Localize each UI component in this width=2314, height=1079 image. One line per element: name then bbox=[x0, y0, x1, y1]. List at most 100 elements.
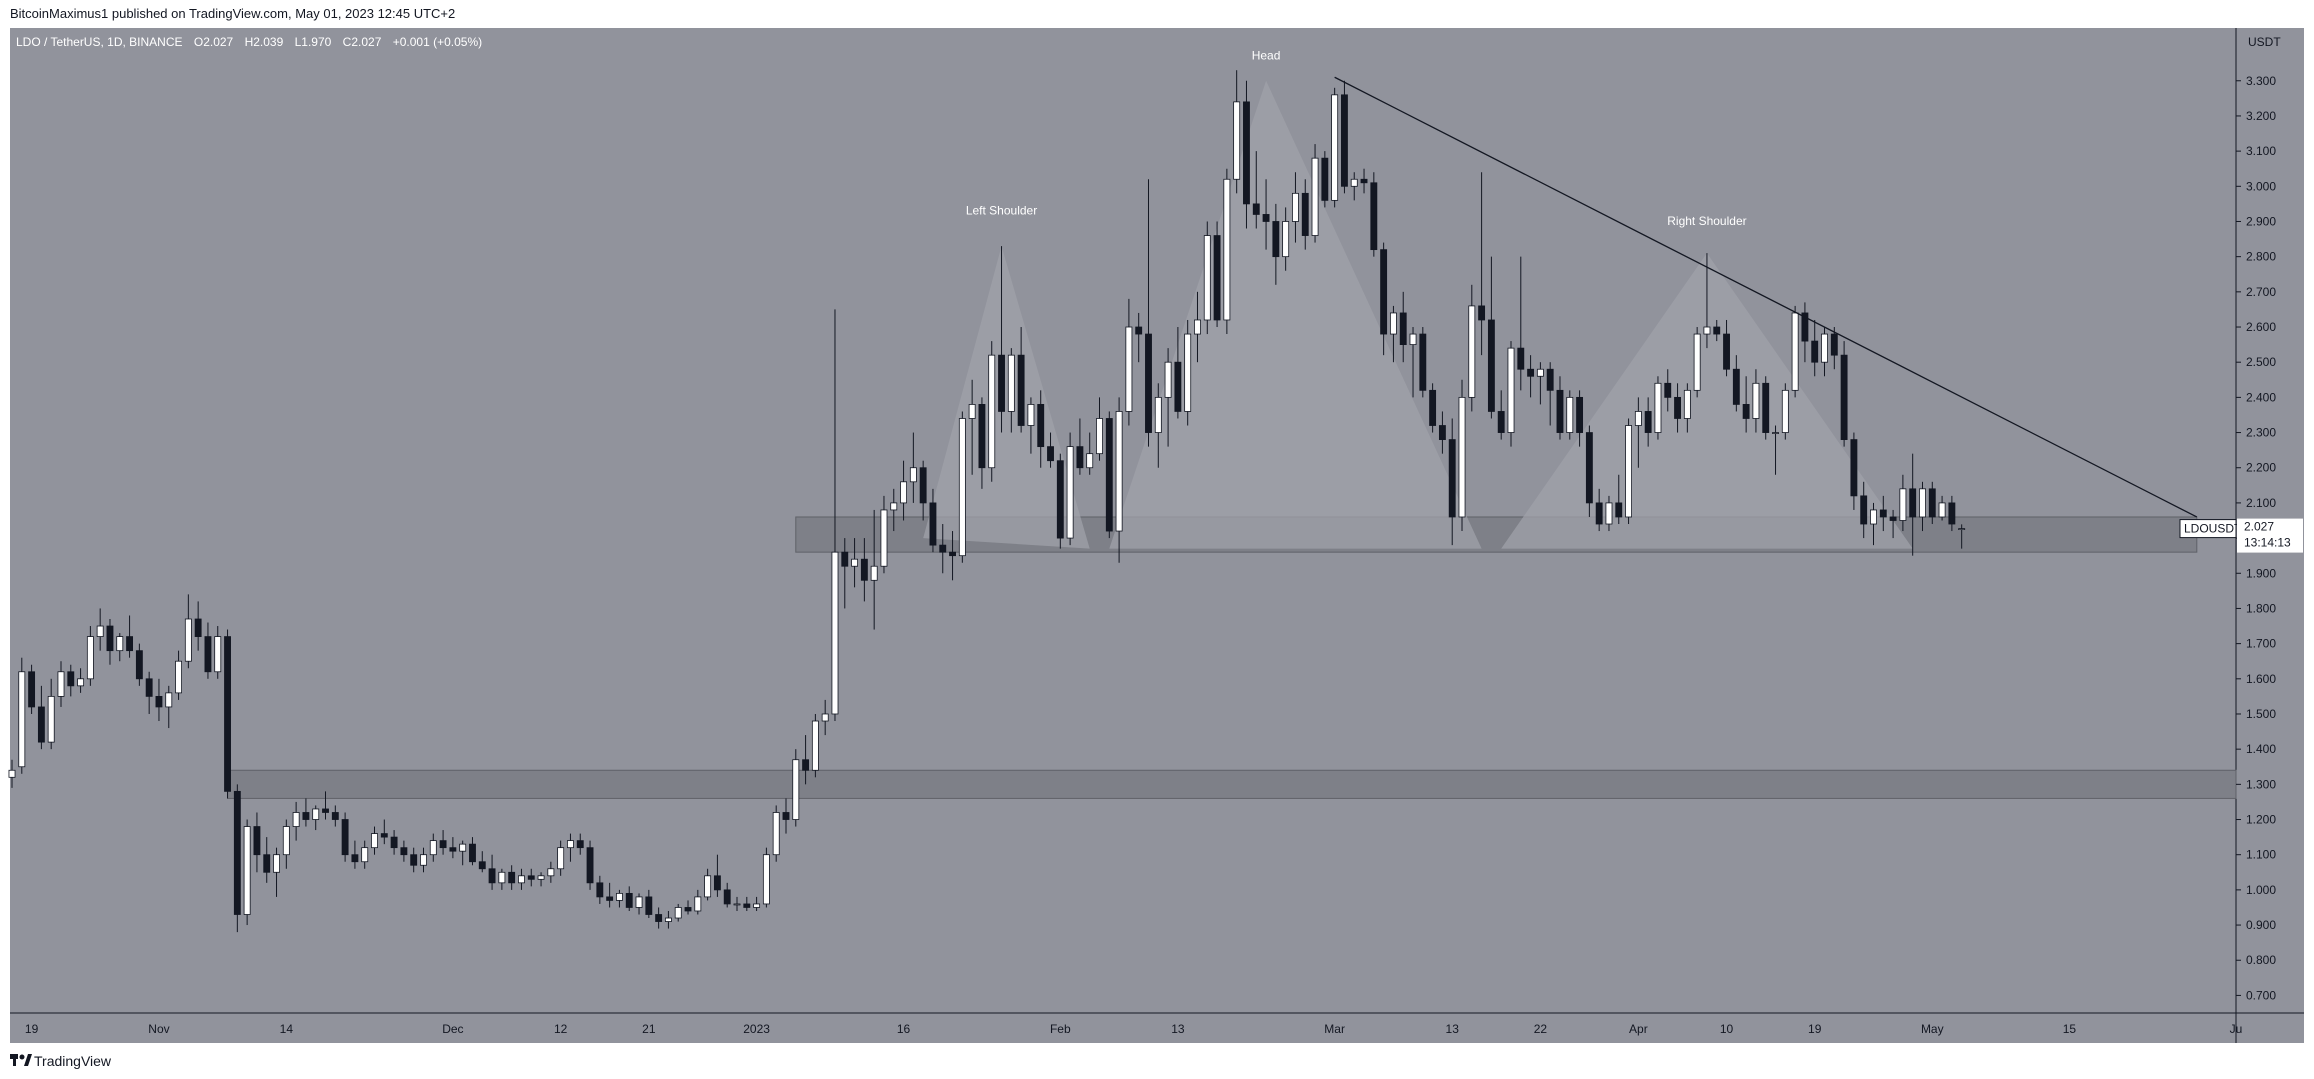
candle-body bbox=[302, 812, 310, 820]
candle-body bbox=[1585, 432, 1593, 504]
time-axis[interactable] bbox=[10, 1013, 2236, 1043]
candle bbox=[1213, 221, 1221, 328]
candle bbox=[860, 538, 868, 602]
candle-body bbox=[1830, 333, 1838, 356]
candle-body bbox=[792, 759, 800, 820]
candle-body bbox=[1919, 488, 1926, 518]
candle bbox=[1576, 390, 1584, 447]
candle bbox=[929, 488, 937, 553]
candle bbox=[1292, 172, 1299, 243]
candle-body bbox=[1115, 411, 1123, 532]
ohlc-close-label: C bbox=[343, 35, 352, 49]
candle bbox=[1546, 362, 1554, 426]
candle-body bbox=[1566, 396, 1574, 433]
candle bbox=[1830, 327, 1838, 370]
candle bbox=[1243, 80, 1250, 229]
candle bbox=[67, 664, 75, 697]
candle bbox=[821, 699, 829, 736]
time-tick-label: 16 bbox=[897, 1022, 911, 1036]
candle bbox=[1507, 341, 1515, 447]
candle bbox=[1066, 432, 1074, 546]
candle-body bbox=[841, 551, 849, 567]
candle bbox=[1487, 256, 1495, 419]
candle-body bbox=[1135, 326, 1143, 335]
candle-body bbox=[880, 509, 888, 567]
price-axis-ticks: 0.700 0.800 0.900 1.000 1.100 1.200 1.300 1.400… bbox=[2236, 74, 2276, 1002]
candle bbox=[518, 868, 525, 890]
symbol-legend[interactable]: LDO / TetherUS, 1D, BINANCE O2.027 H2.03… bbox=[16, 35, 482, 49]
candle bbox=[1497, 390, 1505, 440]
candle bbox=[331, 805, 339, 827]
candle bbox=[537, 872, 545, 887]
candle bbox=[1742, 376, 1750, 433]
candle-body bbox=[1350, 178, 1358, 187]
candle-body bbox=[1066, 446, 1074, 539]
candle bbox=[224, 629, 231, 799]
candle-body bbox=[713, 875, 721, 891]
price-tick-label: 1.000 bbox=[2246, 883, 2276, 897]
candle bbox=[1154, 383, 1162, 468]
candle bbox=[586, 840, 594, 890]
time-tick-label: 10 bbox=[1720, 1022, 1734, 1036]
candle-body bbox=[1027, 404, 1035, 426]
candle bbox=[145, 671, 153, 714]
candle-body bbox=[1076, 446, 1084, 469]
candle bbox=[596, 875, 604, 904]
candle-body bbox=[1174, 361, 1182, 412]
candle-body bbox=[537, 875, 545, 880]
candle-body bbox=[1252, 203, 1260, 215]
candle-body bbox=[1438, 425, 1446, 440]
candle bbox=[802, 735, 810, 785]
time-tick-label: 15 bbox=[2063, 1022, 2077, 1036]
candle-body bbox=[410, 854, 418, 866]
candle bbox=[243, 819, 251, 926]
candle bbox=[1948, 495, 1956, 532]
candle bbox=[459, 840, 467, 866]
candle-body bbox=[919, 467, 927, 504]
candle bbox=[478, 851, 486, 873]
candle-body bbox=[106, 625, 114, 652]
candle-body bbox=[851, 558, 859, 567]
candle bbox=[8, 759, 16, 788]
time-tick-label: Dec bbox=[442, 1022, 463, 1036]
candle bbox=[1076, 418, 1084, 475]
candle bbox=[106, 619, 114, 665]
price-tick-label: 0.800 bbox=[2246, 953, 2276, 967]
candle-body bbox=[322, 808, 329, 813]
candle bbox=[1791, 305, 1799, 398]
candle-body bbox=[1409, 333, 1417, 346]
candle bbox=[1321, 151, 1329, 208]
candle-body bbox=[400, 847, 408, 856]
candle bbox=[1850, 432, 1858, 510]
candle bbox=[1674, 383, 1681, 433]
tradingview-brand[interactable]: TradingView bbox=[10, 1053, 112, 1069]
candle-body bbox=[1781, 389, 1789, 433]
candle bbox=[674, 903, 682, 922]
price-tick-label: 3.000 bbox=[2246, 179, 2276, 193]
ohlc-close-value: 2.027 bbox=[351, 35, 381, 49]
candle bbox=[1360, 168, 1368, 194]
candle bbox=[645, 889, 653, 919]
candle-body bbox=[567, 840, 574, 849]
candle bbox=[449, 837, 457, 859]
candle-body bbox=[1546, 368, 1554, 391]
candle-body bbox=[361, 847, 369, 863]
candle-body bbox=[1772, 432, 1779, 434]
candle bbox=[968, 379, 976, 475]
candle bbox=[1233, 70, 1241, 194]
candle bbox=[1517, 256, 1525, 391]
candle-body bbox=[28, 671, 36, 708]
candle bbox=[782, 798, 790, 834]
candle-body bbox=[1086, 453, 1094, 469]
candle-body bbox=[635, 896, 643, 908]
time-tick-label: Apr bbox=[1629, 1022, 1648, 1036]
candle-body bbox=[1664, 382, 1672, 398]
candle bbox=[1938, 495, 1946, 521]
candle bbox=[1478, 172, 1486, 356]
candle-body bbox=[1370, 182, 1378, 251]
candle-body bbox=[870, 565, 878, 581]
last-price-tag bbox=[2237, 518, 2303, 553]
pattern-triangle-3 bbox=[1501, 253, 1913, 549]
candle bbox=[322, 791, 329, 820]
candle-body bbox=[8, 769, 16, 778]
